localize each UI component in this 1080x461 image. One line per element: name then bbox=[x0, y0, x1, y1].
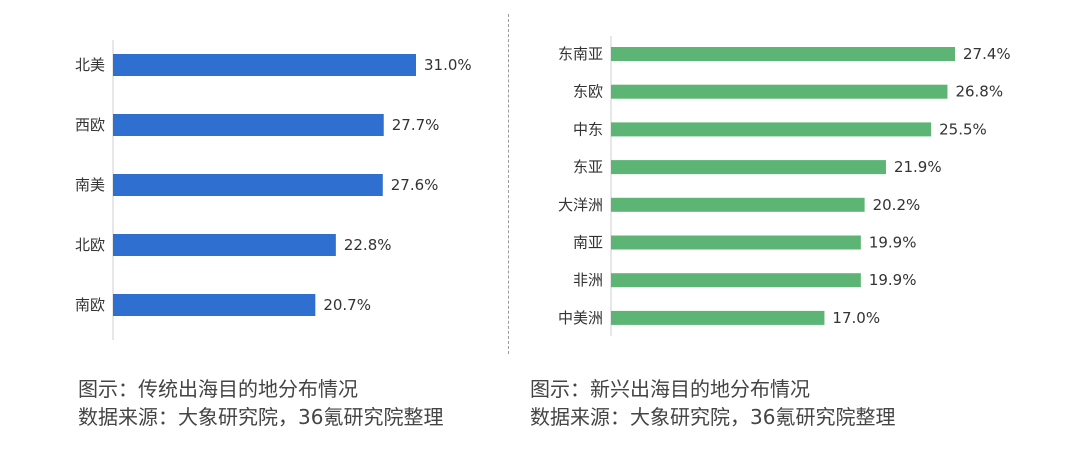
value-label: 25.5% bbox=[939, 120, 987, 138]
category-label: 东南亚 bbox=[558, 45, 603, 63]
bar-group: 南亚 19.9% bbox=[573, 234, 917, 252]
bar-group: 东南亚 27.4% bbox=[558, 45, 1011, 63]
value-label: 27.7% bbox=[392, 116, 440, 134]
bar bbox=[611, 122, 932, 137]
bar-group: 北美 31.0% bbox=[75, 54, 472, 76]
bar bbox=[113, 174, 383, 196]
bar bbox=[611, 197, 865, 212]
category-label: 中美洲 bbox=[558, 309, 603, 327]
caption-left: 图示：传统出海目的地分布情况 数据来源：大象研究院，36氪研究院整理 bbox=[78, 375, 443, 431]
value-label: 27.6% bbox=[391, 176, 439, 194]
bar bbox=[611, 84, 948, 99]
category-label: 南美 bbox=[75, 176, 105, 194]
bar-group: 东亚 21.9% bbox=[573, 158, 942, 176]
value-label: 19.9% bbox=[869, 271, 917, 289]
bar-group: 中美洲 17.0% bbox=[558, 309, 880, 327]
bar bbox=[611, 310, 825, 325]
bar-group: 大洋洲 20.2% bbox=[558, 196, 920, 214]
category-label: 中东 bbox=[573, 120, 603, 138]
bar bbox=[113, 294, 316, 316]
category-label: 北美 bbox=[75, 56, 105, 74]
bar bbox=[113, 234, 336, 256]
bar bbox=[611, 235, 861, 250]
bar-group: 南欧 20.7% bbox=[75, 294, 371, 316]
value-label: 26.8% bbox=[955, 83, 1003, 101]
value-label: 20.2% bbox=[873, 196, 921, 214]
value-label: 19.9% bbox=[869, 234, 917, 252]
category-label: 非洲 bbox=[573, 271, 603, 289]
bar bbox=[611, 47, 955, 61]
value-label: 31.0% bbox=[424, 56, 472, 74]
category-label: 大洋洲 bbox=[558, 196, 603, 214]
value-label: 17.0% bbox=[832, 309, 880, 327]
bar bbox=[113, 114, 384, 136]
category-label: 南欧 bbox=[75, 296, 105, 314]
value-label: 22.8% bbox=[344, 236, 392, 254]
bar bbox=[611, 160, 886, 175]
bar-group: 西欧 27.7% bbox=[75, 114, 439, 136]
category-label: 东欧 bbox=[573, 83, 603, 101]
category-label: 西欧 bbox=[75, 116, 105, 134]
bar-group: 北欧 22.8% bbox=[75, 234, 392, 256]
figure-caption-right: 图示：新兴出海目的地分布情况 bbox=[530, 377, 810, 401]
category-label: 东亚 bbox=[573, 158, 603, 176]
bar-group: 东欧 26.8% bbox=[573, 83, 1003, 101]
bar bbox=[113, 54, 416, 76]
chart-divider bbox=[508, 14, 509, 354]
value-label: 21.9% bbox=[894, 158, 942, 176]
bar bbox=[611, 273, 861, 288]
source-caption-right: 数据来源：大象研究院，36氪研究院整理 bbox=[530, 405, 896, 429]
bar-group: 中东 25.5% bbox=[573, 120, 987, 138]
source-caption-left: 数据来源：大象研究院，36氪研究院整理 bbox=[78, 405, 444, 429]
category-label: 北欧 bbox=[75, 236, 105, 254]
figure-caption-left: 图示：传统出海目的地分布情况 bbox=[78, 377, 358, 401]
bar-group: 非洲 19.9% bbox=[573, 271, 917, 289]
bar-group: 南美 27.6% bbox=[75, 174, 438, 196]
value-label: 20.7% bbox=[323, 296, 371, 314]
caption-right: 图示：新兴出海目的地分布情况 数据来源：大象研究院，36氪研究院整理 bbox=[530, 375, 895, 431]
value-label: 27.4% bbox=[963, 45, 1011, 63]
category-label: 南亚 bbox=[573, 234, 603, 252]
